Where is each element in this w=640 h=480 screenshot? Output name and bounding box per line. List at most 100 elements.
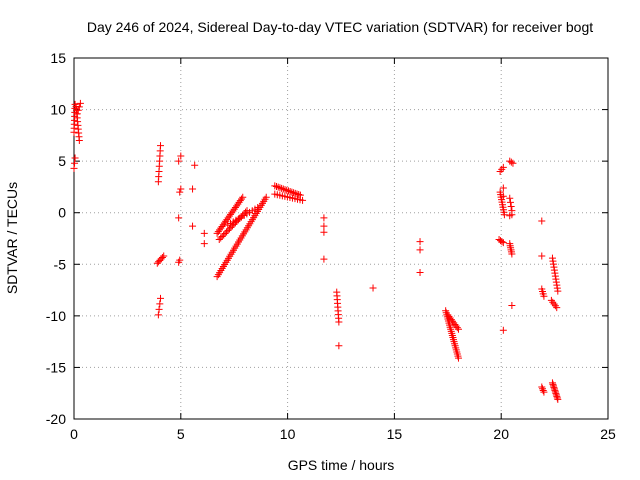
- data-point: [453, 324, 461, 332]
- data-point: [223, 228, 231, 236]
- y-tick-label: -10: [46, 308, 66, 324]
- data-point: [200, 229, 208, 237]
- data-point: [295, 191, 303, 199]
- data-point: [279, 185, 287, 193]
- data-point: [176, 188, 184, 196]
- data-point: [499, 163, 507, 171]
- y-tick-label: 10: [50, 102, 66, 118]
- axis-ticks: 0 5 10 15 20 25 -20 -15 -10 -5 0 5 10 15: [46, 50, 616, 442]
- y-tick-label: -15: [46, 359, 66, 375]
- data-point: [320, 214, 328, 222]
- data-point: [416, 246, 424, 254]
- x-tick-label: 15: [387, 426, 403, 442]
- data-point: [177, 185, 185, 193]
- data-point: [225, 225, 233, 233]
- data-point: [550, 300, 558, 308]
- x-axis-label: GPS time / hours: [288, 457, 395, 473]
- data-point: [290, 189, 298, 197]
- y-axis-label: SDTVAR / TECUs: [4, 182, 20, 294]
- data-point: [549, 298, 557, 306]
- x-tick-label: 10: [280, 426, 296, 442]
- data-point: [500, 211, 508, 219]
- data-point: [175, 157, 183, 165]
- data-point: [507, 203, 515, 211]
- data-point: [369, 284, 377, 292]
- data-point: [499, 192, 507, 200]
- data-point: [73, 110, 81, 118]
- data-point: [335, 318, 343, 326]
- y-tick-label: 15: [50, 50, 66, 66]
- data-point: [538, 385, 546, 393]
- data-point: [538, 217, 546, 225]
- y-tick-label: 0: [58, 205, 66, 221]
- data-point: [538, 383, 546, 391]
- data-point: [74, 106, 82, 114]
- data-point: [215, 236, 223, 244]
- x-tick-label: 20: [493, 426, 509, 442]
- data-point: [283, 186, 291, 194]
- data-point: [539, 386, 547, 394]
- data-point: [540, 388, 548, 396]
- data-point: [499, 239, 507, 247]
- data-point: [320, 255, 328, 263]
- data-point: [551, 302, 559, 310]
- data-point: [416, 269, 424, 277]
- data-point: [506, 194, 514, 202]
- data-point: [155, 305, 163, 313]
- data-point: [221, 229, 229, 237]
- data-point: [454, 325, 462, 333]
- data-point: [76, 99, 84, 107]
- data-points: [70, 99, 562, 403]
- data-point: [189, 222, 197, 230]
- data-point: [217, 234, 225, 242]
- data-point: [157, 142, 165, 150]
- data-point: [506, 198, 514, 206]
- data-point: [177, 152, 185, 160]
- data-point: [499, 326, 507, 334]
- data-point: [509, 159, 517, 167]
- plot-frame: [73, 57, 609, 420]
- data-point: [272, 183, 280, 191]
- data-point: [239, 193, 247, 201]
- data-point: [70, 164, 78, 172]
- data-point: [508, 250, 516, 258]
- data-point: [262, 193, 270, 201]
- data-point: [508, 211, 516, 219]
- chart-title: Day 246 of 2024, Sidereal Day-to-day VTE…: [87, 19, 593, 35]
- data-point: [538, 252, 546, 260]
- data-point: [157, 294, 165, 302]
- data-point: [160, 252, 168, 260]
- y-tick-label: -5: [54, 256, 67, 272]
- data-point: [320, 228, 328, 236]
- data-point: [288, 188, 296, 196]
- data-point: [254, 204, 262, 212]
- data-point: [75, 103, 83, 111]
- data-point: [276, 184, 284, 192]
- data-point: [274, 183, 282, 191]
- y-tick-label: -20: [46, 411, 66, 427]
- data-point: [498, 238, 506, 246]
- data-point: [508, 302, 516, 310]
- data-point: [220, 231, 228, 239]
- data-point: [499, 184, 507, 192]
- data-point: [238, 195, 246, 203]
- data-point: [299, 196, 307, 204]
- data-point: [335, 342, 343, 350]
- data-point: [200, 240, 208, 248]
- data-point: [554, 395, 562, 403]
- data-point: [286, 187, 294, 195]
- data-point: [175, 214, 183, 222]
- y-tick-label: 5: [58, 153, 66, 169]
- data-point: [553, 304, 561, 312]
- data-point: [554, 287, 562, 295]
- data-point: [547, 296, 555, 304]
- data-point: [71, 154, 79, 162]
- grid-lines: [74, 58, 608, 419]
- data-point: [218, 232, 226, 240]
- data-point: [284, 187, 292, 195]
- data-point: [191, 161, 199, 169]
- data-point: [278, 184, 286, 192]
- data-point: [271, 182, 279, 190]
- data-point: [71, 159, 79, 167]
